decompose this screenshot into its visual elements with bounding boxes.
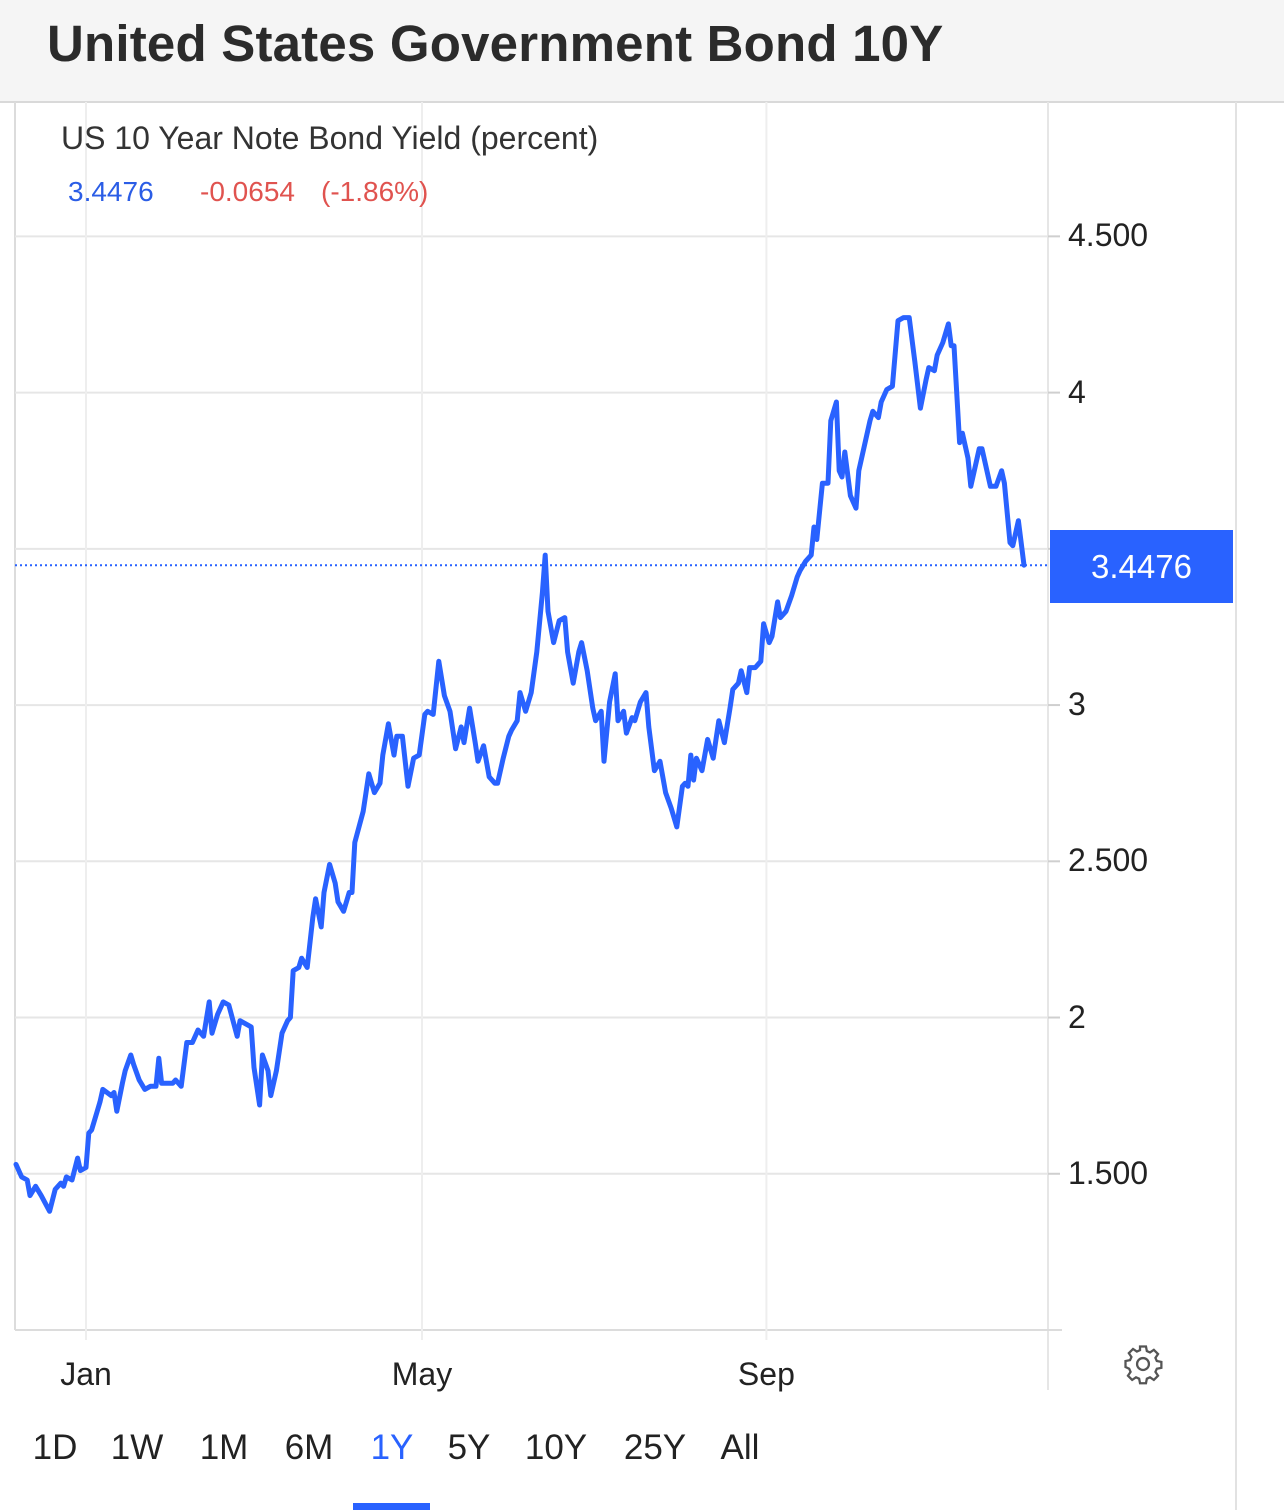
y-tick-label: 2.500 bbox=[1068, 842, 1149, 879]
legend-series-name: US 10 Year Note Bond Yield (percent) bbox=[61, 120, 599, 156]
range-button-6m[interactable]: 6M bbox=[284, 1428, 334, 1467]
x-tick-label: Sep bbox=[737, 1356, 795, 1392]
gear-icon[interactable] bbox=[1122, 1343, 1164, 1385]
y-tick-label: 1.500 bbox=[1068, 1154, 1149, 1191]
y-tick-label: 4.500 bbox=[1068, 217, 1149, 254]
legend-change: -0.0654 bbox=[200, 176, 295, 207]
range-button-25y[interactable]: 25Y bbox=[623, 1428, 687, 1467]
range-button-1y[interactable]: 1Y bbox=[370, 1428, 414, 1467]
current-price-label: 3.4476 bbox=[1050, 530, 1233, 603]
page-title: United States Government Bond 10Y bbox=[47, 15, 944, 72]
range-button-1m[interactable]: 1M bbox=[199, 1428, 249, 1467]
legend-last-value: 3.4476 bbox=[68, 176, 154, 207]
x-tick-label: Jan bbox=[60, 1356, 112, 1392]
x-tick-label: May bbox=[391, 1356, 453, 1392]
range-button-1d[interactable]: 1D bbox=[32, 1428, 78, 1467]
range-button-1w[interactable]: 1W bbox=[110, 1428, 164, 1467]
panel-divider bbox=[1235, 102, 1237, 1510]
range-button-10y[interactable]: 10Y bbox=[524, 1428, 588, 1467]
yield-series-line bbox=[13, 315, 1027, 1214]
y-tick-label: 3 bbox=[1068, 686, 1086, 723]
range-button-all[interactable]: All bbox=[720, 1428, 760, 1467]
selected-range-indicator bbox=[353, 1503, 430, 1510]
y-tick-label: 4 bbox=[1068, 373, 1086, 410]
range-button-5y[interactable]: 5Y bbox=[447, 1428, 491, 1467]
y-tick-label: 2 bbox=[1068, 998, 1086, 1035]
page-header: United States Government Bond 10Y bbox=[0, 0, 1284, 103]
legend-change-percent: (-1.86%) bbox=[321, 176, 429, 207]
